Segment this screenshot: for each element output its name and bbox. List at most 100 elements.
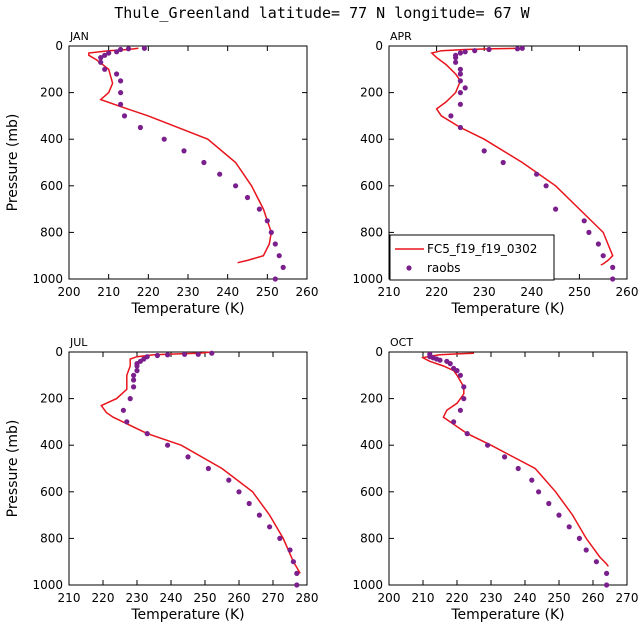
raobs-point <box>244 194 251 201</box>
raobs-point <box>131 377 137 383</box>
raobs-point <box>472 48 478 54</box>
raobs-point <box>209 350 215 356</box>
raobs-point <box>457 101 463 107</box>
raobs-point <box>165 352 171 358</box>
x-tick-label: 260 <box>582 591 605 605</box>
y-tick-label: 600 <box>360 179 383 193</box>
raobs-point <box>604 582 610 588</box>
raobs-point <box>102 52 108 58</box>
raobs-point <box>124 419 130 425</box>
x-tick-label: 230 <box>126 591 149 605</box>
raobs-point <box>610 264 616 270</box>
model-profile-line <box>430 47 614 266</box>
raobs-point <box>556 512 562 518</box>
raobs-point <box>481 148 487 154</box>
raobs-point <box>154 352 160 359</box>
x-tick-label: 210 <box>378 285 401 299</box>
raobs-point <box>529 477 535 483</box>
raobs-point <box>272 276 278 282</box>
raobs-point <box>454 368 460 374</box>
y-tick-label: 400 <box>360 132 383 146</box>
y-tick-label: 0 <box>375 345 383 359</box>
raobs-point <box>576 535 583 542</box>
raobs-point <box>161 136 167 142</box>
x-tick-label: 250 <box>568 285 591 299</box>
raobs-point <box>519 45 525 51</box>
raobs-point <box>534 171 540 177</box>
raobs-point <box>246 500 252 507</box>
y-tick-label: 400 <box>40 132 63 146</box>
x-axis-label: Temperature (K) <box>130 607 244 623</box>
y-tick-label: 600 <box>40 485 63 499</box>
x-tick-label: 270 <box>262 591 285 605</box>
raobs-point <box>267 524 273 530</box>
raobs-point <box>118 78 124 84</box>
raobs-point <box>268 229 274 235</box>
y-tick-label: 400 <box>40 438 63 452</box>
raobs-point <box>118 101 124 107</box>
raobs-point <box>114 71 120 77</box>
raobs-point <box>236 489 242 495</box>
legend-obs-swatch <box>406 265 412 271</box>
raobs-point <box>102 66 108 72</box>
raobs-point <box>514 46 521 52</box>
raobs-point <box>185 454 191 460</box>
y-tick-label: 400 <box>360 438 383 452</box>
x-tick-label: 250 <box>194 591 217 605</box>
raobs-point <box>604 570 610 577</box>
x-tick-label: 230 <box>480 591 503 605</box>
y-axis-label: Pressure (mb) <box>5 114 21 212</box>
raobs-point <box>462 49 468 55</box>
y-tick-label: 800 <box>360 225 383 239</box>
x-tick-label: 240 <box>514 591 537 605</box>
raobs-point <box>256 512 262 518</box>
y-tick-label: 600 <box>360 485 383 499</box>
raobs-point <box>181 148 187 154</box>
raobs-point <box>290 559 296 565</box>
y-tick-label: 0 <box>375 39 383 53</box>
raobs-point <box>201 159 207 166</box>
model-profile-line <box>100 351 301 574</box>
raobs-point <box>118 46 124 53</box>
x-tick-label: 260 <box>228 591 251 605</box>
y-tick-label: 1000 <box>32 578 63 592</box>
y-tick-label: 1000 <box>352 578 383 592</box>
raobs-point <box>536 489 542 495</box>
x-tick-label: 260 <box>616 285 639 299</box>
raobs-point <box>195 351 201 357</box>
raobs-point <box>127 396 133 402</box>
raobs-point <box>272 241 278 247</box>
legend-box <box>389 234 555 281</box>
raobs-point <box>134 363 140 369</box>
x-tick-label: 230 <box>177 285 200 299</box>
raobs-point <box>106 50 112 56</box>
raobs-point <box>457 50 463 56</box>
raobs-point <box>226 477 232 483</box>
raobs-point <box>114 49 120 55</box>
model-profile-line <box>88 47 273 264</box>
x-tick-label: 200 <box>58 285 81 299</box>
y-tick-label: 800 <box>40 225 63 239</box>
plot-frame <box>388 351 628 586</box>
raobs-point <box>546 500 552 507</box>
panel-label: JUL <box>69 336 88 349</box>
raobs-point <box>205 465 211 472</box>
raobs-point <box>98 55 104 61</box>
raobs-point <box>118 90 124 96</box>
raobs-point <box>457 66 463 72</box>
raobs-point <box>457 372 463 378</box>
raobs-point <box>134 368 140 374</box>
y-tick-label: 200 <box>40 86 63 100</box>
y-tick-label: 800 <box>360 531 383 545</box>
raobs-point <box>461 384 467 390</box>
panel-label: JAN <box>69 30 89 43</box>
y-tick-label: 200 <box>360 86 383 100</box>
raobs-point <box>566 524 572 530</box>
raobs-point <box>453 59 459 65</box>
y-tick-label: 0 <box>55 39 63 53</box>
raobs-point <box>457 78 463 84</box>
plot-frame <box>68 351 308 586</box>
raobs-point <box>448 113 454 119</box>
raobs-point <box>553 206 559 212</box>
